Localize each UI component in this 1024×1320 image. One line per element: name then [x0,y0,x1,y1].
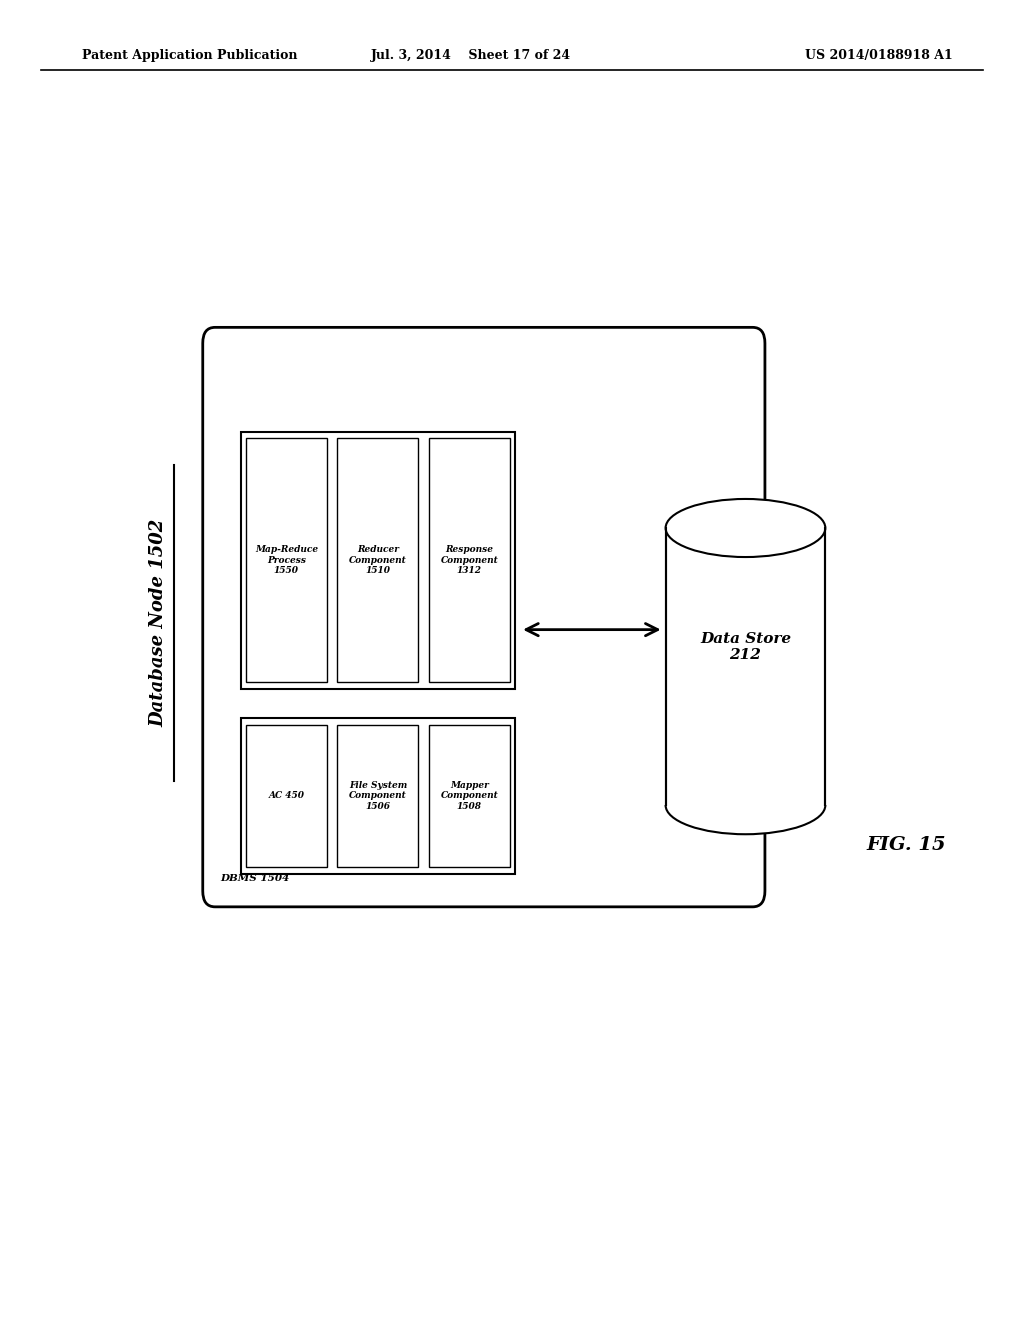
Bar [664,775,827,805]
Text: Response
Component
1312: Response Component 1312 [440,545,499,576]
Bar [337,725,419,867]
Text: File System
Component
1506: File System Component 1506 [349,781,407,810]
Bar [246,438,327,682]
Text: FIG. 15: FIG. 15 [866,836,946,854]
Bar [429,725,510,867]
Text: Reducer
Component
1510: Reducer Component 1510 [349,545,407,576]
FancyArrowPatch shape [526,623,657,636]
FancyBboxPatch shape [203,327,765,907]
Text: Map-Reduce
Process
1550: Map-Reduce Process 1550 [255,545,317,576]
Ellipse shape [666,776,825,834]
Text: Patent Application Publication: Patent Application Publication [82,49,297,62]
Text: Database Node 1502: Database Node 1502 [150,519,168,727]
Bar [337,438,419,682]
Text: Data Store
212: Data Store 212 [700,632,791,661]
Bar [666,528,825,805]
Bar [429,438,510,682]
Text: Jul. 3, 2014    Sheet 17 of 24: Jul. 3, 2014 Sheet 17 of 24 [371,49,571,62]
Text: DBMS 1504: DBMS 1504 [220,874,290,883]
Bar [246,725,327,867]
Ellipse shape [666,499,825,557]
Bar [241,432,515,689]
Bar [241,718,515,874]
Text: Mapper
Component
1508: Mapper Component 1508 [440,781,499,810]
Text: AC 450: AC 450 [268,792,304,800]
Text: US 2014/0188918 A1: US 2014/0188918 A1 [805,49,952,62]
